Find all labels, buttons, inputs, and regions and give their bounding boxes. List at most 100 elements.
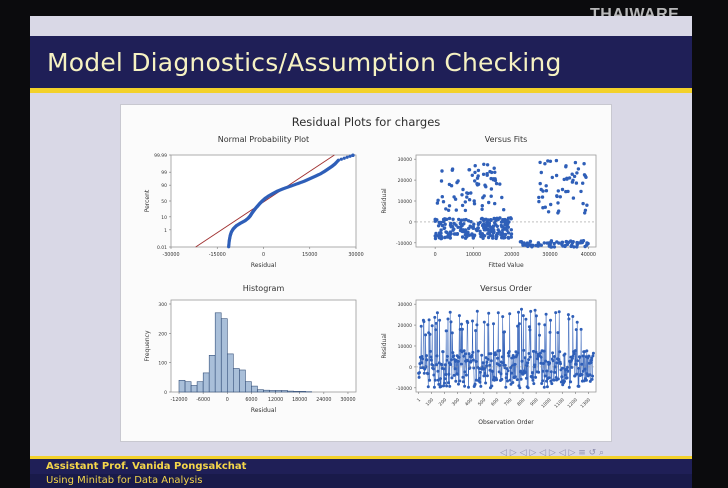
order-point <box>498 364 502 367</box>
fits-point <box>478 232 482 236</box>
order-point <box>443 381 446 385</box>
order-point <box>439 377 442 381</box>
fits-point <box>439 179 444 183</box>
npp-point <box>348 154 352 158</box>
order-point <box>475 323 479 327</box>
order-point <box>504 376 508 380</box>
fits-point <box>548 159 553 163</box>
order-x-tick-label: 600 <box>490 397 500 407</box>
order-point <box>551 359 555 363</box>
order-point <box>461 380 465 384</box>
fits-point <box>554 173 559 178</box>
order-point <box>508 312 512 316</box>
order-point <box>515 353 519 357</box>
order-point <box>538 333 541 337</box>
order-point <box>443 377 447 381</box>
fits-point <box>540 195 545 199</box>
order-point <box>553 370 557 374</box>
hist-bar <box>269 390 276 393</box>
fits-point <box>505 218 509 223</box>
order-point <box>510 371 513 375</box>
hist-bar <box>281 390 288 393</box>
order-point <box>485 360 489 364</box>
order-point <box>432 373 436 377</box>
order-point <box>481 361 485 365</box>
order-point <box>529 309 533 313</box>
fits-point <box>458 222 463 226</box>
fits-point <box>460 203 465 208</box>
order-point <box>530 375 534 379</box>
order-point <box>478 380 482 384</box>
fits-point <box>459 218 464 222</box>
fits-point <box>446 208 451 212</box>
fits-point <box>479 234 483 239</box>
hist-bar <box>287 390 294 393</box>
fits-point <box>569 244 573 249</box>
fits-point <box>575 245 579 249</box>
order-point <box>482 374 486 378</box>
order-point <box>480 353 484 357</box>
fits-point <box>538 160 542 165</box>
order-point <box>488 363 492 367</box>
order-point <box>440 363 444 367</box>
order-point <box>484 356 488 360</box>
hist-x-tick-label: -6000 <box>196 397 210 403</box>
fits-point <box>448 236 452 240</box>
order-point <box>467 352 471 356</box>
beamer-nav-controls[interactable]: ◁ ▷ ◁ ▷ ◁ ▷ ◁ ▷ ≡ ↺ ⌕ <box>500 448 605 458</box>
footer-author: Assistant Prof. Vanida Pongsakchat <box>46 461 247 472</box>
npp-ylabel: Percent <box>144 189 151 212</box>
order-point <box>469 359 473 363</box>
hist-xlabel: Residual <box>251 407 277 414</box>
fits-point <box>506 231 511 235</box>
order-point <box>534 375 538 379</box>
order-point <box>486 323 490 327</box>
order-point <box>516 351 520 355</box>
order-point <box>500 355 504 359</box>
fits-point <box>448 223 453 227</box>
fits-point <box>475 228 479 233</box>
fits-point <box>500 225 504 229</box>
order-point <box>474 360 478 363</box>
order-point <box>533 363 537 367</box>
order-point <box>456 372 460 376</box>
fits-point <box>469 220 473 224</box>
npp-point <box>342 156 346 160</box>
order-point <box>503 330 506 334</box>
fits-point <box>467 198 472 202</box>
fits-point <box>560 187 565 192</box>
order-point <box>461 375 465 379</box>
order-point <box>419 324 423 328</box>
order-point <box>537 322 541 326</box>
order-point <box>448 384 452 388</box>
fits-point <box>521 242 526 246</box>
order-point <box>553 365 557 369</box>
fits-point <box>556 201 560 205</box>
order-point <box>545 369 549 373</box>
order-point <box>545 379 548 383</box>
order-x-tick-label: 800 <box>516 397 526 407</box>
order-point <box>574 328 578 332</box>
fits-point <box>493 201 497 206</box>
order-point <box>548 361 552 365</box>
fits-point <box>573 160 578 165</box>
fits-point <box>583 174 587 178</box>
order-point <box>482 320 486 324</box>
fits-point <box>473 179 477 183</box>
order-x-tick-label: 100 <box>425 397 435 407</box>
residual-plots-svg: Residual Plots for charges Normal Probabi… <box>144 115 597 426</box>
fits-point <box>491 177 496 181</box>
fits-point <box>498 216 502 220</box>
hist-bar <box>208 355 216 393</box>
fits-point <box>473 170 477 175</box>
order-point <box>471 358 475 362</box>
order-x-tick-label: 1200 <box>566 397 578 409</box>
order-point <box>507 354 511 358</box>
order-point <box>519 377 523 381</box>
order-point <box>479 384 483 388</box>
order-point <box>570 365 574 369</box>
order-point <box>569 380 573 384</box>
order-point <box>450 358 453 362</box>
order-point <box>552 378 556 382</box>
fits-point <box>438 221 442 226</box>
